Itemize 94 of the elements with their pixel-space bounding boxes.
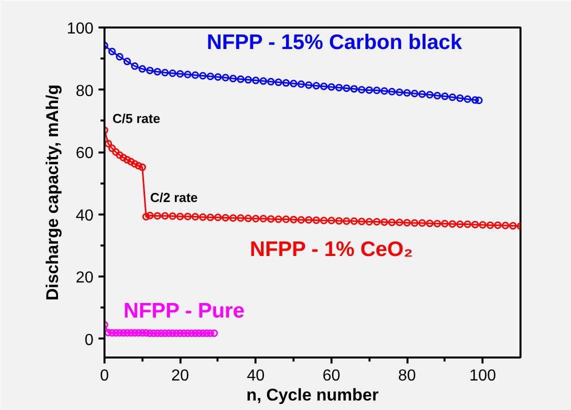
point: [410, 90, 418, 98]
series-label: NFPP - 15% Carbon black: [206, 31, 462, 54]
point: [146, 66, 154, 74]
point: [123, 329, 131, 337]
x-tick-label: 20: [171, 368, 190, 384]
point: [116, 329, 124, 337]
y-tick-label: 80: [76, 82, 94, 100]
point: [380, 87, 388, 95]
point: [441, 92, 449, 100]
point: [244, 76, 252, 84]
x-tick-label: 60: [322, 368, 340, 384]
point: [131, 62, 139, 70]
x-tick-label: 100: [469, 368, 496, 384]
point: [192, 71, 200, 79]
point: [206, 72, 214, 80]
point: [290, 80, 298, 88]
y-tick-label: 20: [76, 270, 94, 287]
y-tick-label: 60: [76, 145, 94, 162]
point: [260, 77, 268, 85]
point: [138, 329, 146, 337]
point: [199, 329, 207, 337]
y-tick-label: 0: [84, 332, 94, 349]
series-label: NFPP - 1% CeO₂: [250, 238, 413, 262]
point: [108, 329, 116, 337]
x-tick-label: 0: [100, 368, 110, 384]
point: [192, 329, 200, 337]
point: [312, 82, 320, 90]
point: [176, 70, 184, 78]
y-axis-title: Discharge capacity, mAh/g: [42, 84, 62, 301]
point: [104, 328, 112, 336]
point: [214, 73, 222, 81]
point: [222, 74, 230, 82]
point: [252, 76, 260, 84]
point: [195, 329, 203, 337]
series-label: NFPP - Pure: [124, 300, 245, 323]
point: [131, 329, 139, 337]
point: [168, 70, 176, 78]
point: [365, 86, 373, 94]
point: [229, 74, 237, 82]
point: [108, 48, 116, 56]
point: [202, 329, 210, 337]
x-tick-label: 80: [398, 368, 416, 384]
point: [297, 80, 305, 88]
point: [342, 84, 350, 92]
point: [120, 329, 128, 337]
point: [112, 329, 120, 337]
point: [236, 75, 244, 83]
x-axis-title: n, Cycle number: [246, 386, 380, 404]
point: [184, 70, 192, 78]
point: [142, 329, 150, 337]
y-tick-label: 40: [76, 207, 94, 224]
point: [154, 329, 162, 337]
point: [403, 89, 411, 97]
point: [304, 81, 312, 89]
point: [157, 329, 165, 337]
point: [464, 95, 472, 103]
point: [418, 90, 426, 98]
point: [267, 78, 275, 86]
point: [161, 329, 169, 337]
point: [180, 329, 188, 337]
point: [150, 329, 158, 337]
point: [448, 93, 456, 101]
point: [146, 329, 154, 337]
point: [434, 92, 442, 100]
point: [154, 68, 162, 76]
point: [188, 329, 196, 337]
point: [161, 68, 169, 76]
point: [138, 65, 146, 73]
point: [396, 88, 404, 96]
point: [176, 329, 184, 337]
point: [165, 329, 173, 337]
point: [358, 86, 366, 94]
point: [199, 72, 207, 80]
point: [123, 58, 131, 66]
point: [350, 85, 358, 93]
point: [184, 329, 192, 337]
y-tick-label: 100: [66, 20, 94, 38]
point: [168, 329, 176, 337]
x-tick-label: 40: [246, 368, 265, 384]
point: [127, 329, 135, 337]
point: [116, 53, 124, 61]
annotation: C/5 rate: [112, 111, 160, 126]
point: [456, 94, 464, 102]
annotation: C/2 rate: [150, 190, 198, 205]
point: [328, 83, 336, 91]
point: [426, 91, 434, 98]
point: [172, 329, 180, 337]
point: [274, 78, 282, 86]
point: [134, 329, 142, 337]
point: [373, 86, 381, 94]
point: [388, 88, 396, 96]
point: [335, 84, 343, 92]
point: [320, 82, 328, 90]
point: [282, 79, 290, 87]
